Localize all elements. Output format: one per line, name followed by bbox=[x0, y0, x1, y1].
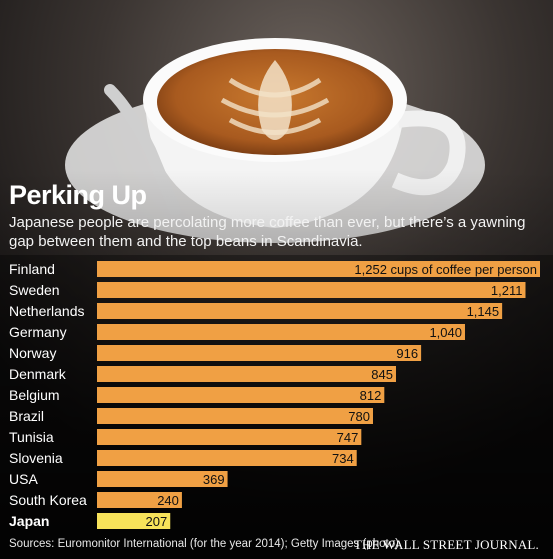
category-label: Norway bbox=[9, 345, 56, 361]
source-note: Sources: Euromonitor International (for … bbox=[9, 538, 399, 550]
value-label: 1,145 bbox=[467, 304, 500, 319]
bar-chart: Finland 1,252 cups of coffee per person Sw… bbox=[9, 261, 540, 529]
value-label: 1,252 cups of coffee per person bbox=[354, 262, 537, 277]
category-label: Slovenia bbox=[9, 450, 63, 466]
bar bbox=[97, 282, 526, 298]
category-label: Brazil bbox=[9, 408, 44, 424]
publisher-logo: THE WALL STREET JOURNAL. bbox=[353, 537, 539, 552]
value-label: 812 bbox=[360, 388, 382, 403]
value-label: 780 bbox=[348, 409, 370, 424]
bar bbox=[97, 324, 465, 340]
category-label: Finland bbox=[9, 261, 55, 277]
chart-subtitle: Japanese people are percolating more cof… bbox=[9, 214, 526, 250]
value-label: 1,211 bbox=[491, 283, 523, 298]
bar bbox=[97, 408, 373, 424]
value-label: 240 bbox=[157, 493, 179, 508]
value-label: 1,040 bbox=[429, 325, 462, 340]
bar bbox=[97, 387, 385, 403]
bar bbox=[97, 261, 540, 277]
value-label: 369 bbox=[203, 472, 225, 487]
category-label: Netherlands bbox=[9, 303, 85, 319]
category-label: Sweden bbox=[9, 282, 60, 298]
bar-highlight bbox=[97, 513, 171, 529]
bar bbox=[97, 366, 396, 382]
value-label: 734 bbox=[332, 451, 354, 466]
category-label: South Korea bbox=[9, 492, 87, 508]
category-label: Japan bbox=[9, 513, 49, 529]
category-label: USA bbox=[9, 471, 38, 487]
category-label: Belgium bbox=[9, 387, 60, 403]
bar bbox=[97, 429, 362, 445]
bar bbox=[97, 345, 422, 361]
category-label: Denmark bbox=[9, 366, 67, 382]
value-label: 747 bbox=[337, 430, 359, 445]
value-label: 845 bbox=[371, 367, 393, 382]
bar bbox=[97, 471, 228, 487]
bar bbox=[97, 450, 357, 466]
category-label: Germany bbox=[9, 324, 67, 340]
value-label: 207 bbox=[146, 514, 168, 529]
chart-title: Perking Up bbox=[9, 180, 147, 210]
value-label: 916 bbox=[396, 346, 418, 361]
category-label: Tunisia bbox=[9, 429, 54, 445]
bar bbox=[97, 303, 503, 319]
bar bbox=[97, 492, 182, 508]
